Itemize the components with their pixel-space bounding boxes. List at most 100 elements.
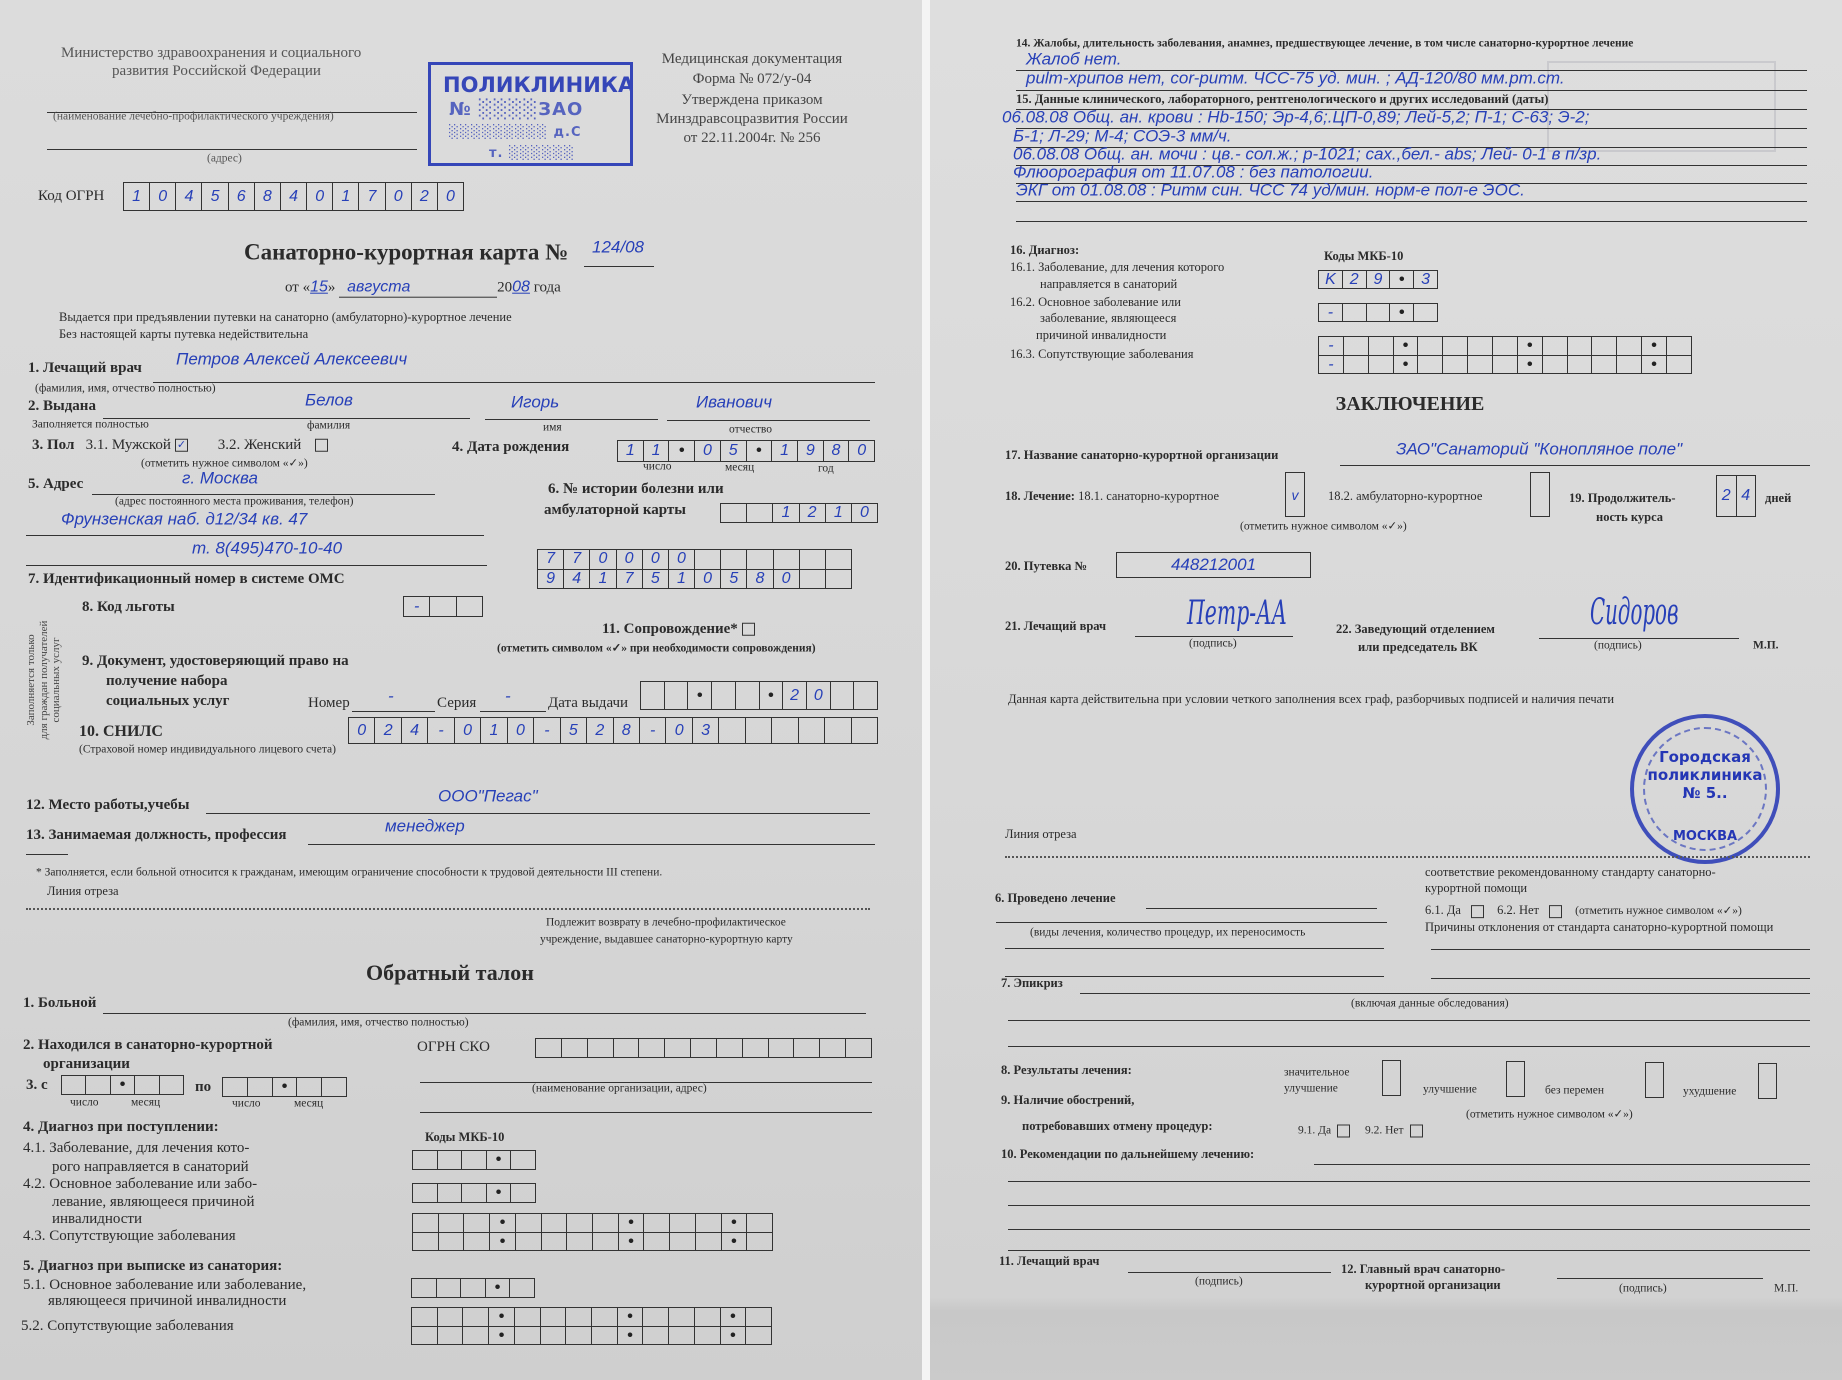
r8-opt1: значительное (1284, 1066, 1350, 1079)
underline (667, 420, 870, 421)
f3-sex: 3. Пол 3.1. Мужской ✓ 3.2. Женский (32, 437, 332, 454)
underline (26, 565, 487, 566)
date-year: 08 (512, 278, 530, 296)
cell: 0 (506, 718, 533, 743)
stay-to-cells: • (222, 1077, 347, 1097)
cell: • (617, 1233, 644, 1251)
date-day: 15 (310, 278, 328, 296)
address-street: Фрунзенская наб. д12/34 кв. 47 (61, 509, 308, 529)
cell: 1 (332, 183, 358, 210)
underline (1016, 70, 1807, 71)
r6-yes-checkbox[interactable] (1470, 904, 1484, 918)
address-caption: (адрес) (207, 152, 242, 165)
cell (461, 1151, 486, 1169)
underline (1431, 978, 1810, 979)
underline (1539, 638, 1739, 639)
side-note-line: социальных услуг (50, 637, 63, 723)
underline (1557, 1278, 1763, 1279)
cell: 0 (667, 550, 694, 569)
cell-row: - • • • (1319, 337, 1691, 355)
male-checkbox[interactable]: ✓ (174, 438, 188, 452)
icd-codes-label: Коды МКБ-10 (425, 1130, 505, 1145)
escort-checkbox[interactable] (741, 622, 755, 636)
cell (412, 1327, 437, 1345)
voucher-number-box: 448212001 (1116, 552, 1311, 578)
f162-line: заболевание, являющееся (1040, 311, 1177, 326)
cell (638, 1039, 664, 1057)
cell: 0 (149, 183, 175, 210)
cell-row (536, 1039, 871, 1057)
cell: 0 (306, 183, 332, 210)
f162-line: причиной инвалидности (1036, 328, 1167, 343)
cell (1413, 304, 1437, 322)
cell (1417, 337, 1442, 355)
cell (1367, 337, 1393, 355)
worsening-checkbox[interactable] (1758, 1063, 1777, 1099)
stay-from-cells: • (61, 1075, 184, 1095)
cell (824, 550, 851, 569)
f1-label: 1. Лечащий врач (28, 359, 142, 376)
cell (824, 569, 851, 588)
cell (694, 1214, 721, 1232)
form-header-line: Утверждена приказом (681, 91, 823, 108)
f12-label: 12. Место работы,учебы (26, 796, 190, 813)
no-change-checkbox[interactable] (1645, 1062, 1664, 1098)
cell (1342, 356, 1368, 374)
cell: • (687, 682, 711, 709)
right-page-card: 14. Жалобы, длительность заболевания, ан… (930, 0, 1842, 1380)
cell (664, 1039, 690, 1057)
cell: • (719, 1327, 746, 1345)
r9-no-checkbox[interactable] (1409, 1124, 1423, 1138)
cell (819, 1039, 845, 1057)
cell: • (1389, 271, 1413, 289)
cell (715, 1039, 742, 1057)
cell (663, 682, 688, 709)
stamp-city: МОСКВА (1672, 829, 1738, 844)
doc-series: - (505, 686, 511, 706)
ministry-line-2: развития Российской Федерации (112, 62, 321, 79)
icd-cells-52: • • • • • • (411, 1307, 772, 1345)
ambulatory-treatment-checkbox[interactable] (1530, 472, 1550, 517)
sanatorium-treatment-checkbox[interactable]: v (1285, 472, 1305, 517)
female-checkbox[interactable] (315, 438, 329, 452)
female-label: 3.2. Женский (217, 436, 302, 453)
cell: • (1641, 337, 1666, 355)
underline (103, 1013, 866, 1014)
deviation-label: Причины отклонения от стандарта санаторн… (1425, 920, 1774, 935)
cell: • (668, 441, 694, 461)
r52-label: 5.2. Сопутствующие заболевания (21, 1317, 234, 1334)
cell: - (533, 718, 559, 743)
cell-row: • • • (412, 1308, 771, 1326)
r12-seal-mark: М.П. (1774, 1282, 1799, 1295)
cell-row: • • • (413, 1232, 772, 1251)
cell (669, 1233, 695, 1251)
f19-label-1: 19. Продолжитель- (1569, 491, 1676, 506)
improvement-checkbox[interactable] (1506, 1061, 1525, 1097)
r6-no-checkbox[interactable] (1549, 904, 1562, 918)
r3-to: по (195, 1078, 212, 1095)
cell (643, 1233, 669, 1251)
cell: 3 (1413, 271, 1437, 289)
underline (1016, 90, 1807, 91)
cell (845, 1039, 871, 1057)
significant-improvement-checkbox[interactable] (1382, 1060, 1401, 1096)
male-label: 3.1. Мужской (85, 436, 171, 453)
ministry-line-1: Министерство здравоохранения и социально… (61, 44, 362, 61)
cell: 9 (546, 569, 556, 587)
r2-caption: (наименование организации, адрес) (532, 1082, 707, 1095)
cell (744, 718, 771, 743)
cell: 1 (480, 718, 506, 743)
cell (1442, 337, 1467, 355)
cell (693, 1308, 720, 1326)
r9-yes-checkbox[interactable] (1337, 1124, 1351, 1138)
f22-seal-mark: М.П. (1753, 639, 1779, 652)
cell: 0 (384, 183, 411, 210)
r9-no-label: 9.2. Нет (1364, 1124, 1404, 1137)
cell (412, 1308, 437, 1326)
cell (460, 1279, 485, 1297)
underline (1008, 1020, 1810, 1021)
date-suffix: года (533, 279, 561, 296)
cell: 6 (227, 183, 254, 210)
